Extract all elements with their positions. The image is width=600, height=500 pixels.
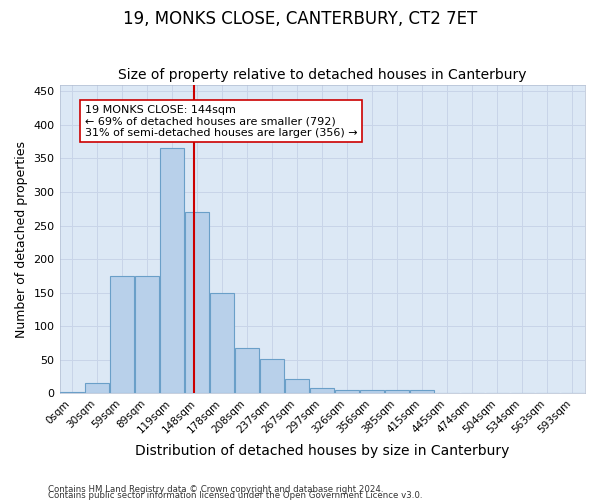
Bar — [410, 390, 434, 394]
Bar — [511, 393, 535, 394]
Bar — [110, 276, 134, 394]
Bar — [210, 292, 234, 394]
Title: Size of property relative to detached houses in Canterbury: Size of property relative to detached ho… — [118, 68, 527, 82]
Text: 19, MONKS CLOSE, CANTERBURY, CT2 7ET: 19, MONKS CLOSE, CANTERBURY, CT2 7ET — [123, 10, 477, 28]
Bar — [385, 390, 409, 394]
Bar — [135, 276, 159, 394]
Text: 19 MONKS CLOSE: 144sqm
← 69% of detached houses are smaller (792)
31% of semi-de: 19 MONKS CLOSE: 144sqm ← 69% of detached… — [85, 104, 357, 138]
Bar — [286, 378, 309, 394]
Bar — [560, 393, 584, 394]
Bar — [335, 390, 359, 394]
Bar — [85, 384, 109, 394]
Bar — [185, 212, 209, 394]
X-axis label: Distribution of detached houses by size in Canterbury: Distribution of detached houses by size … — [135, 444, 509, 458]
Bar — [260, 358, 284, 394]
Bar — [235, 348, 259, 394]
Bar — [160, 148, 184, 394]
Bar — [60, 392, 84, 394]
Bar — [310, 388, 334, 394]
Bar — [361, 390, 384, 394]
Text: Contains HM Land Registry data © Crown copyright and database right 2024.: Contains HM Land Registry data © Crown c… — [48, 485, 383, 494]
Y-axis label: Number of detached properties: Number of detached properties — [15, 140, 28, 338]
Text: Contains public sector information licensed under the Open Government Licence v3: Contains public sector information licen… — [48, 490, 422, 500]
